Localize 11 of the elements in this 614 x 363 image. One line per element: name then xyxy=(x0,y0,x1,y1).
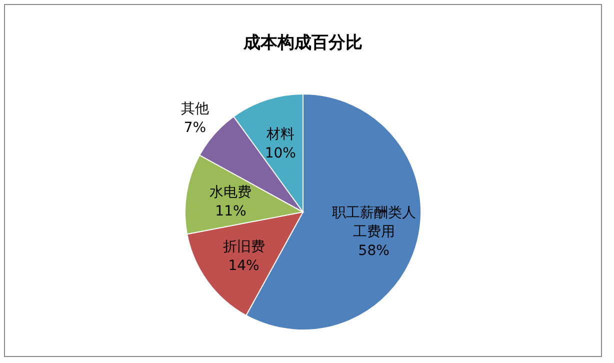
slice-label: 材料 xyxy=(265,126,294,142)
data-label: 10% xyxy=(264,145,296,162)
slice-label: 其他 xyxy=(181,100,210,117)
data-label: 11% xyxy=(215,204,246,220)
slice-label: 职工薪酬类人工费用 xyxy=(332,205,416,240)
data-label: 14% xyxy=(228,258,260,274)
slice-label: 折旧费 xyxy=(222,239,265,255)
data-label: 7% xyxy=(184,120,206,136)
slice-label: 水电费 xyxy=(210,184,252,201)
data-label: 58% xyxy=(358,243,390,260)
chart-title: 成本构成百分比 xyxy=(242,33,362,53)
